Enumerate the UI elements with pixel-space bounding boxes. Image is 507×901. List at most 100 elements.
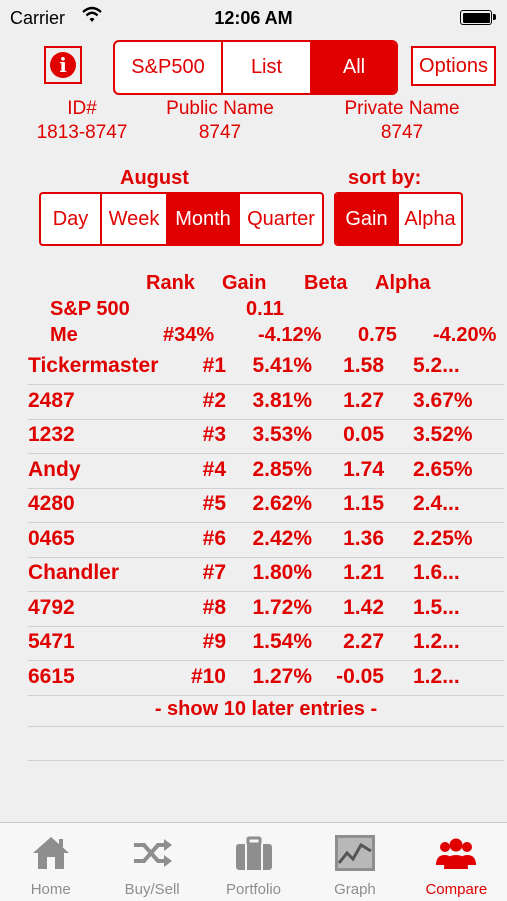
header-gain: Gain <box>222 272 267 294</box>
period-option-quarter[interactable]: Quarter <box>247 207 315 230</box>
period-option-day[interactable]: Day <box>41 194 102 244</box>
header-alpha: Alpha <box>375 272 431 294</box>
me-rank: #34% <box>163 324 215 346</box>
public-name-field: Public Name 8747 <box>150 97 290 145</box>
row-rank: #5 <box>202 492 226 515</box>
home-icon <box>32 837 69 869</box>
row-rank: #9 <box>202 630 226 653</box>
private-name-field: Private Name 8747 <box>318 97 486 145</box>
row-beta: 1.42 <box>343 595 384 619</box>
battery-icon <box>460 10 496 25</box>
scope-option-sp500[interactable]: S&P500 <box>115 42 223 93</box>
period-label: August <box>120 167 189 189</box>
status-bar: Carrier 12:06 AM <box>0 0 507 36</box>
scope-option-list[interactable]: List <box>223 42 312 93</box>
row-name: 4280 <box>28 492 75 515</box>
show-later-entries-label: - show 10 later entries - <box>154 698 378 720</box>
info-button[interactable]: i <box>44 46 82 84</box>
tab-portfolio[interactable]: Portfolio <box>203 823 304 901</box>
period-option-week[interactable]: Week <box>102 194 168 244</box>
tab-home[interactable]: Home <box>0 823 101 901</box>
show-later-entries-button[interactable]: - show 10 later entries - <box>28 694 504 727</box>
row-name: 4792 <box>28 595 75 619</box>
row-name: Chandler <box>28 561 120 584</box>
row-name: 2487 <box>28 388 75 412</box>
row-alpha: 2.25% <box>413 526 473 550</box>
graph-icon <box>334 835 375 871</box>
row-alpha: 2.65% <box>413 457 473 481</box>
row-name: 0465 <box>28 526 75 550</box>
shuffle-icon <box>134 839 173 867</box>
status-time: 12:06 AM <box>214 8 293 28</box>
table-row[interactable]: 4280 #5 2.62% 1.15 2.4... <box>28 488 504 523</box>
table-row[interactable]: 6615 #10 1.27% -0.05 1.2... <box>28 661 504 696</box>
header-beta: Beta <box>304 272 348 294</box>
tab-graph[interactable]: Graph <box>304 823 405 901</box>
tab-buy-sell-label: Buy/Sell <box>124 881 180 898</box>
tab-portfolio-label: Portfolio <box>226 881 282 898</box>
me-beta: 0.75 <box>358 324 397 346</box>
row-gain: 5.41% <box>252 354 312 377</box>
tab-home-label: Home <box>30 881 71 898</box>
tab-compare[interactable]: Compare <box>406 823 507 901</box>
row-rank: #3 <box>202 423 226 446</box>
row-alpha: 1.2... <box>413 630 460 653</box>
row-gain: 2.42% <box>252 526 312 550</box>
me-alpha: -4.20% <box>433 324 497 346</box>
id-field: ID# 1813-8747 <box>18 97 146 145</box>
row-alpha: 3.67% <box>413 388 473 412</box>
table-row[interactable]: 0465 #6 2.42% 1.36 2.25% <box>28 523 504 558</box>
header-rank: Rank <box>146 272 195 294</box>
row-gain: 3.53% <box>252 423 312 446</box>
sort-segmented-control: Gain Alpha <box>334 192 463 246</box>
tab-graph-label: Graph <box>334 881 376 898</box>
table-row[interactable]: Andy #4 2.85% 1.74 2.65% <box>28 454 504 489</box>
table-row[interactable]: Tickermaster #1 5.41% 1.58 5.2... <box>28 350 504 385</box>
row-beta: -0.05 <box>336 664 384 688</box>
row-gain: 1.72% <box>252 595 312 619</box>
table-row[interactable]: 2487 #2 3.81% 1.27 3.67% <box>28 385 504 420</box>
table-divider <box>28 760 504 761</box>
row-beta: 1.21 <box>343 561 384 584</box>
me-gain: -4.12% <box>258 324 322 346</box>
options-button[interactable]: Options <box>411 46 496 86</box>
sp500-gain: 0.11 <box>246 298 284 320</box>
private-name-label: Private Name <box>344 98 460 119</box>
row-beta: 1.36 <box>343 526 384 550</box>
tab-bar: Home Buy/Sell Portfolio Graph <box>0 822 507 901</box>
row-alpha: 5.2... <box>413 354 460 377</box>
scope-segmented-control: S&P500 List All <box>113 40 398 95</box>
row-name: Tickermaster <box>28 354 159 377</box>
row-rank: #4 <box>202 457 226 481</box>
row-gain: 1.27% <box>252 664 312 688</box>
carrier-label: Carrier <box>10 8 66 28</box>
row-rank: #7 <box>202 561 226 584</box>
table-row[interactable]: 4792 #8 1.72% 1.42 1.5... <box>28 592 504 627</box>
briefcase-icon <box>235 836 272 870</box>
sort-label: sort by: <box>348 167 422 189</box>
row-beta: 1.15 <box>343 492 384 515</box>
row-beta: 1.74 <box>343 457 384 481</box>
scope-option-all[interactable]: All <box>312 42 396 93</box>
row-beta: 2.27 <box>343 630 384 653</box>
id-value: 1813-8747 <box>36 122 128 143</box>
row-name: 1232 <box>28 423 75 446</box>
info-icon: i <box>50 52 76 78</box>
sort-option-gain[interactable]: Gain <box>336 194 399 244</box>
row-beta: 1.58 <box>343 354 384 377</box>
public-name-value: 8747 <box>198 122 242 143</box>
row-alpha: 1.5... <box>413 595 460 619</box>
row-name: 5471 <box>28 630 75 653</box>
row-alpha: 2.4... <box>413 492 460 515</box>
tab-buy-sell[interactable]: Buy/Sell <box>101 823 202 901</box>
sort-option-alpha[interactable]: Alpha <box>404 207 456 230</box>
row-gain: 1.80% <box>252 561 312 584</box>
table-row[interactable]: 5471 #9 1.54% 2.27 1.2... <box>28 626 504 661</box>
table-row[interactable]: 1232 #3 3.53% 0.05 3.52% <box>28 419 504 454</box>
row-beta: 1.27 <box>343 388 384 412</box>
period-option-month[interactable]: Month <box>168 194 240 244</box>
row-gain: 2.85% <box>252 457 312 481</box>
row-alpha: 1.2... <box>413 664 460 688</box>
table-row[interactable]: Chandler #7 1.80% 1.21 1.6... <box>28 557 504 592</box>
row-beta: 0.05 <box>343 423 384 446</box>
